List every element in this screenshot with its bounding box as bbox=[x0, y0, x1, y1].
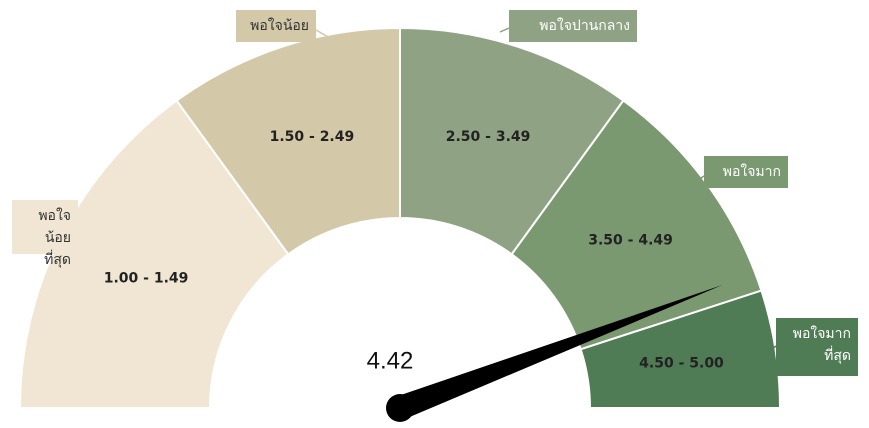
segment-range-label: 4.50 - 5.00 bbox=[639, 355, 724, 371]
connector bbox=[315, 29, 331, 39]
segment-range-label: 3.50 - 4.49 bbox=[588, 232, 673, 248]
gauge-segment bbox=[18, 99, 290, 409]
connector bbox=[499, 27, 510, 33]
segment-name: พอใจมาก bbox=[704, 156, 788, 188]
needle-hub bbox=[386, 394, 414, 422]
connector bbox=[694, 175, 705, 183]
segment-range-label: 1.00 - 1.49 bbox=[104, 271, 189, 287]
segment-range-label: 2.50 - 3.49 bbox=[446, 129, 531, 145]
connector bbox=[77, 239, 91, 246]
segment-name: พอใจน้อย bbox=[236, 10, 316, 42]
segment-name: พอใจน้อย ที่สุด bbox=[12, 200, 78, 268]
segment-range-label: 1.50 - 2.49 bbox=[270, 129, 355, 145]
gauge-segment bbox=[579, 289, 782, 409]
segment-name: พอใจปานกลาง bbox=[509, 10, 637, 42]
value-label: 4.42 bbox=[367, 347, 414, 374]
connector bbox=[767, 345, 777, 353]
segment-name: พอใจมาก ที่สุด bbox=[776, 318, 858, 376]
needle bbox=[395, 285, 723, 420]
